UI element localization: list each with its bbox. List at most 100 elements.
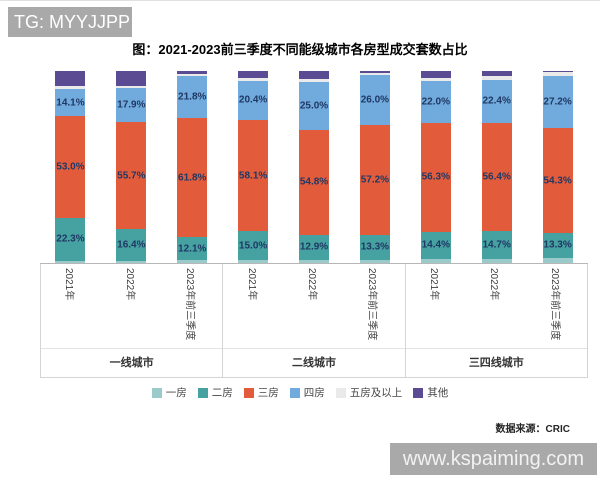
x-tick-label: 2023年前三季度 bbox=[548, 268, 560, 341]
legend-label: 二房 bbox=[211, 387, 233, 399]
segment-data-label: 14.7% bbox=[482, 239, 511, 251]
segment-data-label: 13.3% bbox=[543, 239, 572, 251]
bar-segment bbox=[299, 78, 329, 82]
legend-swatch bbox=[289, 387, 300, 398]
segment-data-label: 12.1% bbox=[178, 243, 207, 255]
bar-segment bbox=[116, 260, 147, 263]
segment-data-label: 53.0% bbox=[56, 161, 85, 173]
bar-segment: 26.0% bbox=[359, 74, 390, 125]
tick-label-cell: 2023年前三季度 bbox=[344, 264, 404, 348]
legend-item: 四房 bbox=[289, 385, 325, 400]
x-tick-label: 2021年 bbox=[427, 268, 439, 301]
x-tick-label: 2022年 bbox=[123, 268, 135, 301]
segment-data-label: 12.9% bbox=[299, 241, 329, 253]
bar-segment: 56.4% bbox=[481, 122, 512, 231]
stacked-bar: 12.1% 61.8% 21.8% bbox=[177, 71, 208, 263]
x-tick-label: 2021年 bbox=[245, 268, 257, 301]
x-tick-label: 2021年 bbox=[63, 268, 75, 301]
segment-data-label: 26.0% bbox=[360, 94, 390, 106]
tick-label-cell: 2021年 bbox=[223, 264, 283, 348]
bar-segment bbox=[299, 71, 329, 79]
tick-label-cell: 2023年前三季度 bbox=[162, 264, 222, 348]
bar-segment bbox=[116, 85, 147, 88]
legend-item: 其他 bbox=[413, 385, 448, 400]
stacked-bar: 22.3% 53.0% 14.1% bbox=[55, 71, 86, 263]
watermark-bottom: www.kspaiming.com bbox=[390, 443, 597, 475]
bar-segment: 25.0% bbox=[299, 81, 329, 130]
axis-group: 2021年 2022年 2023年前三季度二线城市 bbox=[223, 264, 406, 377]
bar-segment: 12.1% bbox=[177, 236, 208, 261]
bar-segment bbox=[420, 71, 451, 78]
bar-segment: 13.3% bbox=[359, 234, 390, 261]
x-tick-label: 2023年前三季度 bbox=[366, 268, 378, 341]
bar-segment bbox=[116, 71, 147, 86]
plot-group: 15.0% 58.1% 20.4% 12.9% 54.8% 25.0% 13.3% 57.2%… bbox=[223, 69, 406, 263]
tick-label-cell: 2022年 bbox=[284, 264, 344, 348]
bar-slot: 14.4% 56.3% 22.0% bbox=[405, 69, 466, 263]
segment-data-label: 14.1% bbox=[56, 97, 85, 109]
bar-segment: 22.3% bbox=[55, 217, 86, 261]
legend-item: 一房 bbox=[151, 385, 187, 400]
legend-label: 三房 bbox=[257, 387, 279, 399]
group-label: 一线城市 bbox=[109, 357, 154, 369]
legend-swatch bbox=[151, 387, 162, 398]
bar-segment: 13.3% bbox=[542, 232, 573, 259]
segment-data-label: 25.0% bbox=[299, 100, 329, 112]
bar-segment: 56.3% bbox=[420, 123, 451, 232]
segment-data-label: 55.7% bbox=[117, 170, 146, 182]
x-tick-label: 2022年 bbox=[305, 268, 317, 301]
bar-segment: 14.7% bbox=[481, 230, 512, 260]
legend-swatch bbox=[335, 387, 346, 398]
tick-label-cell: 2021年 bbox=[406, 264, 466, 348]
bar-segment bbox=[299, 259, 329, 263]
legend-item: 五房及以上 bbox=[335, 385, 403, 400]
segment-data-label: 15.0% bbox=[238, 240, 268, 252]
segment-data-label: 17.9% bbox=[117, 99, 146, 111]
bar-segment bbox=[55, 86, 86, 90]
data-source: 数据来源：CRIC bbox=[495, 424, 570, 435]
segment-data-label: 22.3% bbox=[56, 233, 85, 245]
bar-segment bbox=[542, 71, 573, 72]
bar-segment: 20.4% bbox=[238, 80, 269, 120]
bar-segment bbox=[238, 260, 269, 263]
tick-label-cell: 2023年前三季度 bbox=[527, 264, 587, 348]
tick-label-cell: 2021年 bbox=[41, 264, 101, 348]
chart-title: 图：2021-2023前三季度不同能级城市各房型成交套数占比 bbox=[132, 42, 468, 57]
legend-label: 五房及以上 bbox=[349, 387, 403, 399]
bar-segment: 14.1% bbox=[55, 89, 86, 117]
bar-segment bbox=[55, 71, 86, 87]
tick-label-row: 2021年 2022年 2023年前三季度 bbox=[41, 264, 223, 349]
segment-data-label: 14.4% bbox=[421, 239, 450, 251]
segment-data-label: 58.1% bbox=[238, 170, 268, 182]
bar-segment bbox=[481, 259, 512, 263]
x-tick-label: 2022年 bbox=[488, 268, 500, 301]
bar-segment: 17.9% bbox=[116, 87, 147, 123]
bar-slot: 16.4% 55.7% 17.9% bbox=[101, 69, 162, 263]
tick-label-cell: 2022年 bbox=[466, 264, 526, 348]
bar-segment: 61.8% bbox=[177, 118, 208, 237]
stacked-bar: 13.3% 57.2% 26.0% bbox=[359, 71, 390, 263]
bar-segment: 16.4% bbox=[116, 229, 147, 261]
bar-segment bbox=[359, 71, 390, 73]
legend: 一房 二房 三房 四房 五房及以上 其他 bbox=[0, 385, 600, 400]
bar-segment: 22.4% bbox=[481, 79, 512, 123]
stacked-bar: 12.9% 54.8% 25.0% bbox=[299, 71, 329, 263]
bar-slot: 14.7% 56.4% 22.4% bbox=[466, 69, 527, 263]
bar-slot: 22.3% 53.0% 14.1% bbox=[40, 69, 101, 263]
segment-data-label: 61.8% bbox=[178, 172, 207, 184]
bar-segment: 54.8% bbox=[299, 129, 329, 235]
bar-segment: 12.9% bbox=[299, 234, 329, 260]
group-label: 三四线城市 bbox=[468, 357, 524, 369]
segment-data-label: 27.2% bbox=[543, 96, 572, 108]
segment-data-label: 57.2% bbox=[360, 174, 390, 186]
axis-group: 2021年 2022年 2023年前三季度一线城市 bbox=[41, 264, 224, 377]
group-label: 二线城市 bbox=[291, 357, 336, 369]
x-tick-label: 2023年前三季度 bbox=[184, 268, 196, 341]
bar-segment: 14.4% bbox=[420, 231, 451, 260]
bar-slot: 13.3% 57.2% 26.0% bbox=[344, 69, 405, 263]
stacked-bar: 15.0% 58.1% 20.4% bbox=[238, 71, 269, 263]
bar-segment bbox=[542, 258, 573, 263]
bar-segment bbox=[177, 71, 208, 75]
legend-swatch bbox=[413, 387, 424, 398]
segment-data-label: 21.8% bbox=[178, 91, 207, 103]
